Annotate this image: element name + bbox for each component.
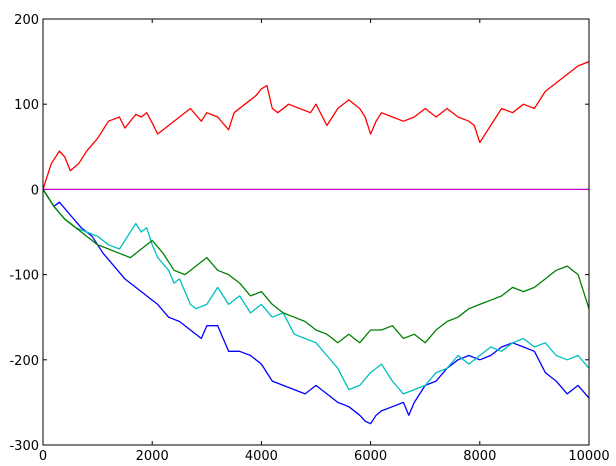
plot-frame (42, 18, 590, 446)
x-tick-label: 0 (39, 449, 47, 464)
x-tick-label: 6000 (354, 449, 387, 464)
x-tick-label: 10000 (568, 449, 609, 464)
y-tick-label: 200 (14, 13, 39, 28)
x-tick-label: 2000 (136, 449, 169, 464)
series-line-1 (42, 60, 590, 190)
y-tick-label: -300 (9, 439, 39, 454)
series-layer (42, 60, 590, 425)
y-tick-label: -200 (9, 354, 39, 369)
series-line-4 (42, 189, 590, 395)
x-tick-label: 8000 (463, 449, 496, 464)
series-line-3 (42, 189, 590, 425)
y-tick-label: -100 (9, 269, 39, 284)
series-line-5 (42, 189, 590, 344)
ticks-layer: 0 2000 4000 6000 8000 10000 200 100 0 -100 -200 -30… (9, 13, 609, 464)
y-tick-label: 0 (31, 183, 39, 198)
y-tick-label: 100 (14, 98, 39, 113)
x-tick-label: 4000 (245, 449, 278, 464)
